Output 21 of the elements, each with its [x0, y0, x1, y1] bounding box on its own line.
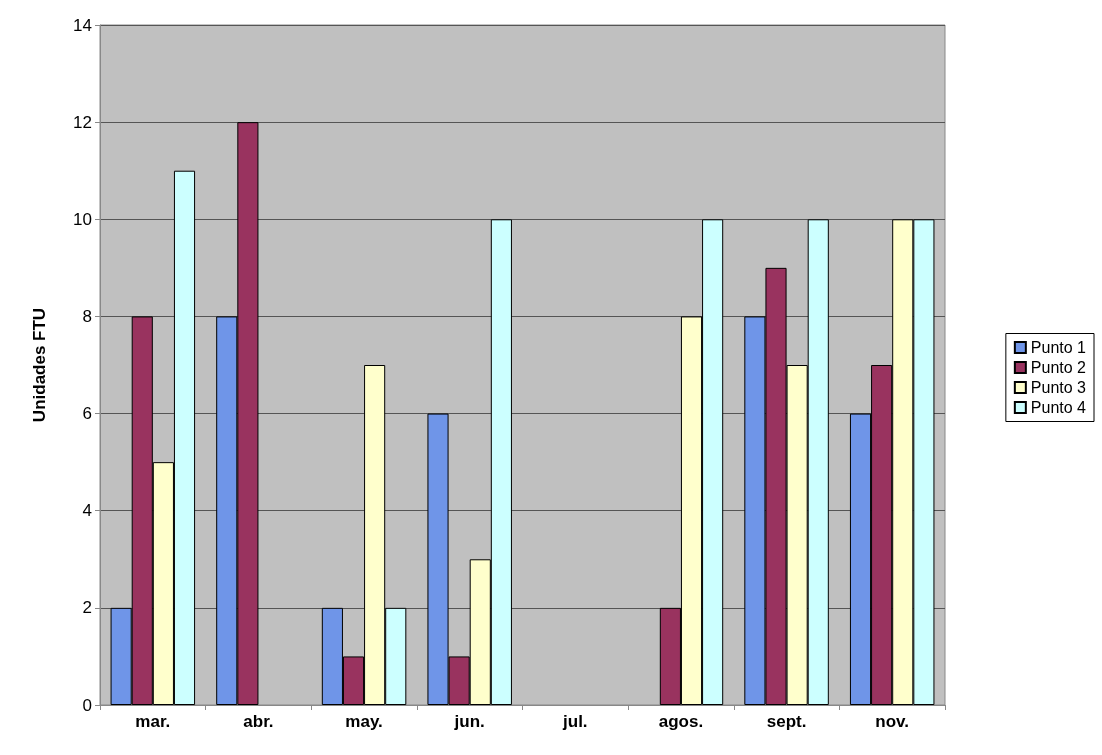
- x-tick-label: sept.: [766, 712, 807, 731]
- legend-label: Punto 4: [1030, 399, 1087, 416]
- legend-label: Punto 3: [1030, 379, 1087, 396]
- legend-label: Punto 1: [1030, 339, 1087, 356]
- y-axis-title: Unidades FTU: [30, 307, 49, 423]
- x-tick-label: abr.: [243, 712, 274, 731]
- y-tick-label: 12: [73, 112, 92, 132]
- y-tick-label: 0: [82, 695, 92, 715]
- y-tick-label: 4: [82, 501, 92, 521]
- y-tick-label: 10: [73, 209, 92, 229]
- x-tick-label: jun.: [453, 712, 485, 731]
- x-tick-label: agos.: [658, 712, 704, 731]
- x-tick-label: mar.: [135, 712, 171, 731]
- y-tick-label: 14: [73, 15, 92, 35]
- y-tick-label: 6: [82, 404, 92, 424]
- y-tick-label: 8: [82, 306, 92, 326]
- x-tick-label: may.: [345, 712, 383, 731]
- y-tick-label: 2: [82, 598, 92, 618]
- x-tick-label: nov.: [875, 712, 910, 731]
- legend-label: Punto 2: [1030, 359, 1087, 376]
- x-tick-label: jul.: [562, 712, 588, 731]
